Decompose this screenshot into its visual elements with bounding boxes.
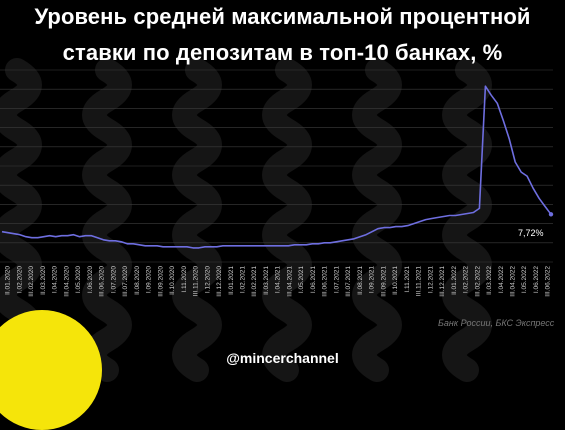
source-note: Банк России, БКС Экспресс	[438, 318, 555, 328]
x-tick-label: II.01.2020	[5, 266, 12, 295]
background-wave-1	[82, 58, 132, 382]
x-tick-label: I.04.2022	[498, 266, 505, 293]
x-tick-label: II.03.2022	[486, 266, 493, 295]
x-tick-label: III.04.2021	[286, 266, 293, 297]
x-tick-label: I.04.2021	[275, 266, 282, 293]
x-tick-label: I.11.2020	[181, 266, 188, 293]
x-tick-label: I.05.2022	[521, 266, 528, 293]
x-tick-label: III.02.2022	[474, 266, 481, 297]
x-tick-label: I.11.2021	[404, 266, 411, 293]
x-tick-label: I.06.2020	[87, 266, 94, 293]
x-tick-label: III.11.2021	[416, 266, 423, 297]
x-tick-label: I.06.2021	[310, 266, 317, 293]
x-tick-label: III.09.2020	[157, 266, 164, 297]
x-tick-label: III.09.2021	[380, 266, 387, 297]
x-tick-label: II.01.2021	[228, 266, 235, 295]
x-tick-label: III.02.2020	[28, 266, 35, 297]
x-tick-label: II.01.2022	[451, 266, 458, 295]
x-axis-tick-labels: II.01.2020 I.02.2020 III.02.2020 II.03.2020…	[5, 266, 552, 297]
x-tick-label: I.09.2020	[146, 266, 153, 293]
x-tick-label: III.11.2020	[193, 266, 200, 297]
x-tick-label: II.10.2021	[392, 266, 399, 295]
x-tick-label: I.09.2021	[369, 266, 376, 293]
x-tick-label: I.02.2021	[240, 266, 247, 293]
x-tick-label: III.02.2021	[251, 266, 258, 297]
x-tick-label: I.05.2021	[298, 266, 305, 293]
x-tick-label: III.04.2020	[63, 266, 70, 297]
channel-handle: @mincerchannel	[226, 350, 339, 366]
background-wave-2	[172, 58, 222, 382]
x-tick-label: III.06.2020	[99, 266, 106, 297]
x-tick-label: III.07.2021	[345, 266, 352, 297]
x-tick-label: III.07.2020	[122, 266, 129, 297]
x-tick-label: I.06.2022	[533, 266, 540, 293]
line-chart: II.01.2020 I.02.2020 III.02.2020 II.03.2020…	[0, 58, 554, 382]
x-tick-label: II.10.2020	[169, 266, 176, 295]
background-wave-4	[352, 58, 402, 382]
x-tick-label: III.06.2022	[545, 266, 552, 297]
series-line	[1, 85, 552, 249]
x-tick-label: III.06.2021	[322, 266, 329, 297]
x-tick-label: I.07.2021	[333, 266, 340, 293]
x-tick-label: I.02.2022	[463, 266, 470, 293]
background-wave-5	[442, 58, 492, 382]
x-tick-label: I.12.2021	[427, 266, 434, 293]
x-tick-label: I.07.2020	[110, 266, 117, 293]
x-tick-label: II.03.2021	[263, 266, 270, 295]
x-tick-label: I.05.2020	[75, 266, 82, 293]
x-tick-label: II.08.2021	[357, 266, 364, 295]
last-data-point	[548, 212, 554, 217]
chart-title-line-2: ставки по депозитам в топ-10 банках, %	[62, 40, 503, 65]
x-tick-label: III.12.2021	[439, 266, 446, 297]
chart-title-line-1: Уровень средней максимальной процентной	[34, 4, 531, 29]
x-tick-label: II.08.2020	[134, 266, 141, 295]
x-tick-label: III.04.2022	[510, 266, 517, 297]
x-tick-label: I.12.2020	[204, 266, 211, 293]
last-value-label: 7,72%	[518, 228, 544, 238]
x-tick-label: I.02.2020	[16, 266, 23, 293]
background-wave-3	[262, 58, 312, 382]
x-tick-label: I.04.2020	[52, 266, 59, 293]
x-tick-label: II.03.2020	[40, 266, 47, 295]
chart-gridlines	[0, 69, 553, 263]
x-tick-label: III.12.2020	[216, 266, 223, 297]
